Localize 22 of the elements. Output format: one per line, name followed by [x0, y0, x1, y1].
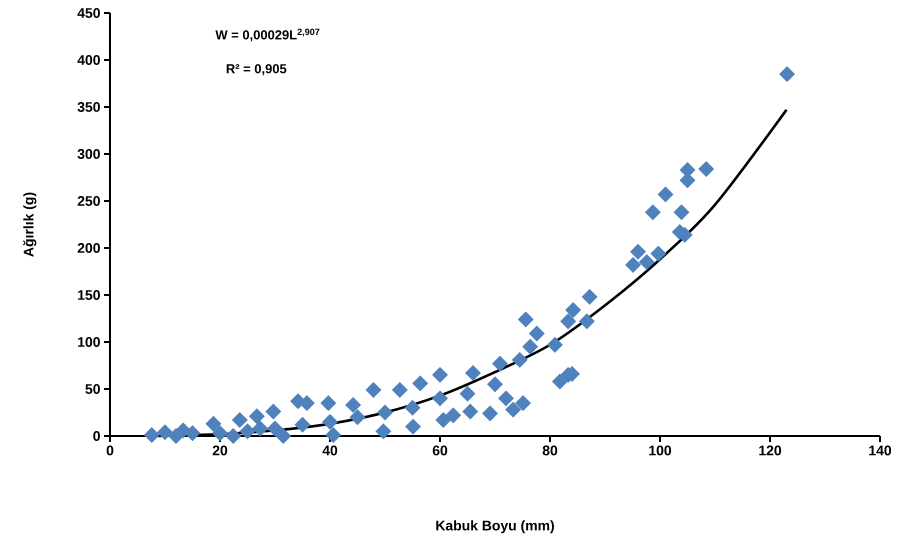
y-tick-label: 250	[78, 196, 100, 206]
y-tick-label: 400	[77, 55, 100, 65]
y-tick-label: 350	[78, 102, 100, 112]
x-tick-label: 40	[322, 446, 338, 456]
x-axis-title: Kabuk Boyu (mm)	[436, 520, 554, 534]
y-tick-label: 150	[78, 290, 100, 300]
y-tick-label: 300	[78, 149, 100, 159]
annotation: W = 0,00029L$^{2,907}$	[215, 28, 320, 42]
y-tick-label: 450	[77, 8, 100, 18]
x-tick-label: 0	[106, 446, 114, 456]
y-tick-label: 50	[85, 384, 100, 394]
x-tick-label: 120	[759, 446, 782, 456]
x-tick-label: 20	[212, 446, 228, 456]
annotation: R² = 0,905	[226, 64, 286, 76]
x-tick-label: 100	[649, 446, 672, 456]
y-tick-label: 200	[78, 243, 100, 253]
y-tick-label: 100	[78, 337, 100, 347]
x-tick-label: 60	[432, 446, 448, 456]
x-tick-label: 80	[542, 446, 558, 456]
y-tick-label: 0	[93, 431, 100, 441]
x-tick-label: 140	[869, 446, 892, 456]
y-axis-title: Ağırlık (g)	[23, 192, 36, 257]
